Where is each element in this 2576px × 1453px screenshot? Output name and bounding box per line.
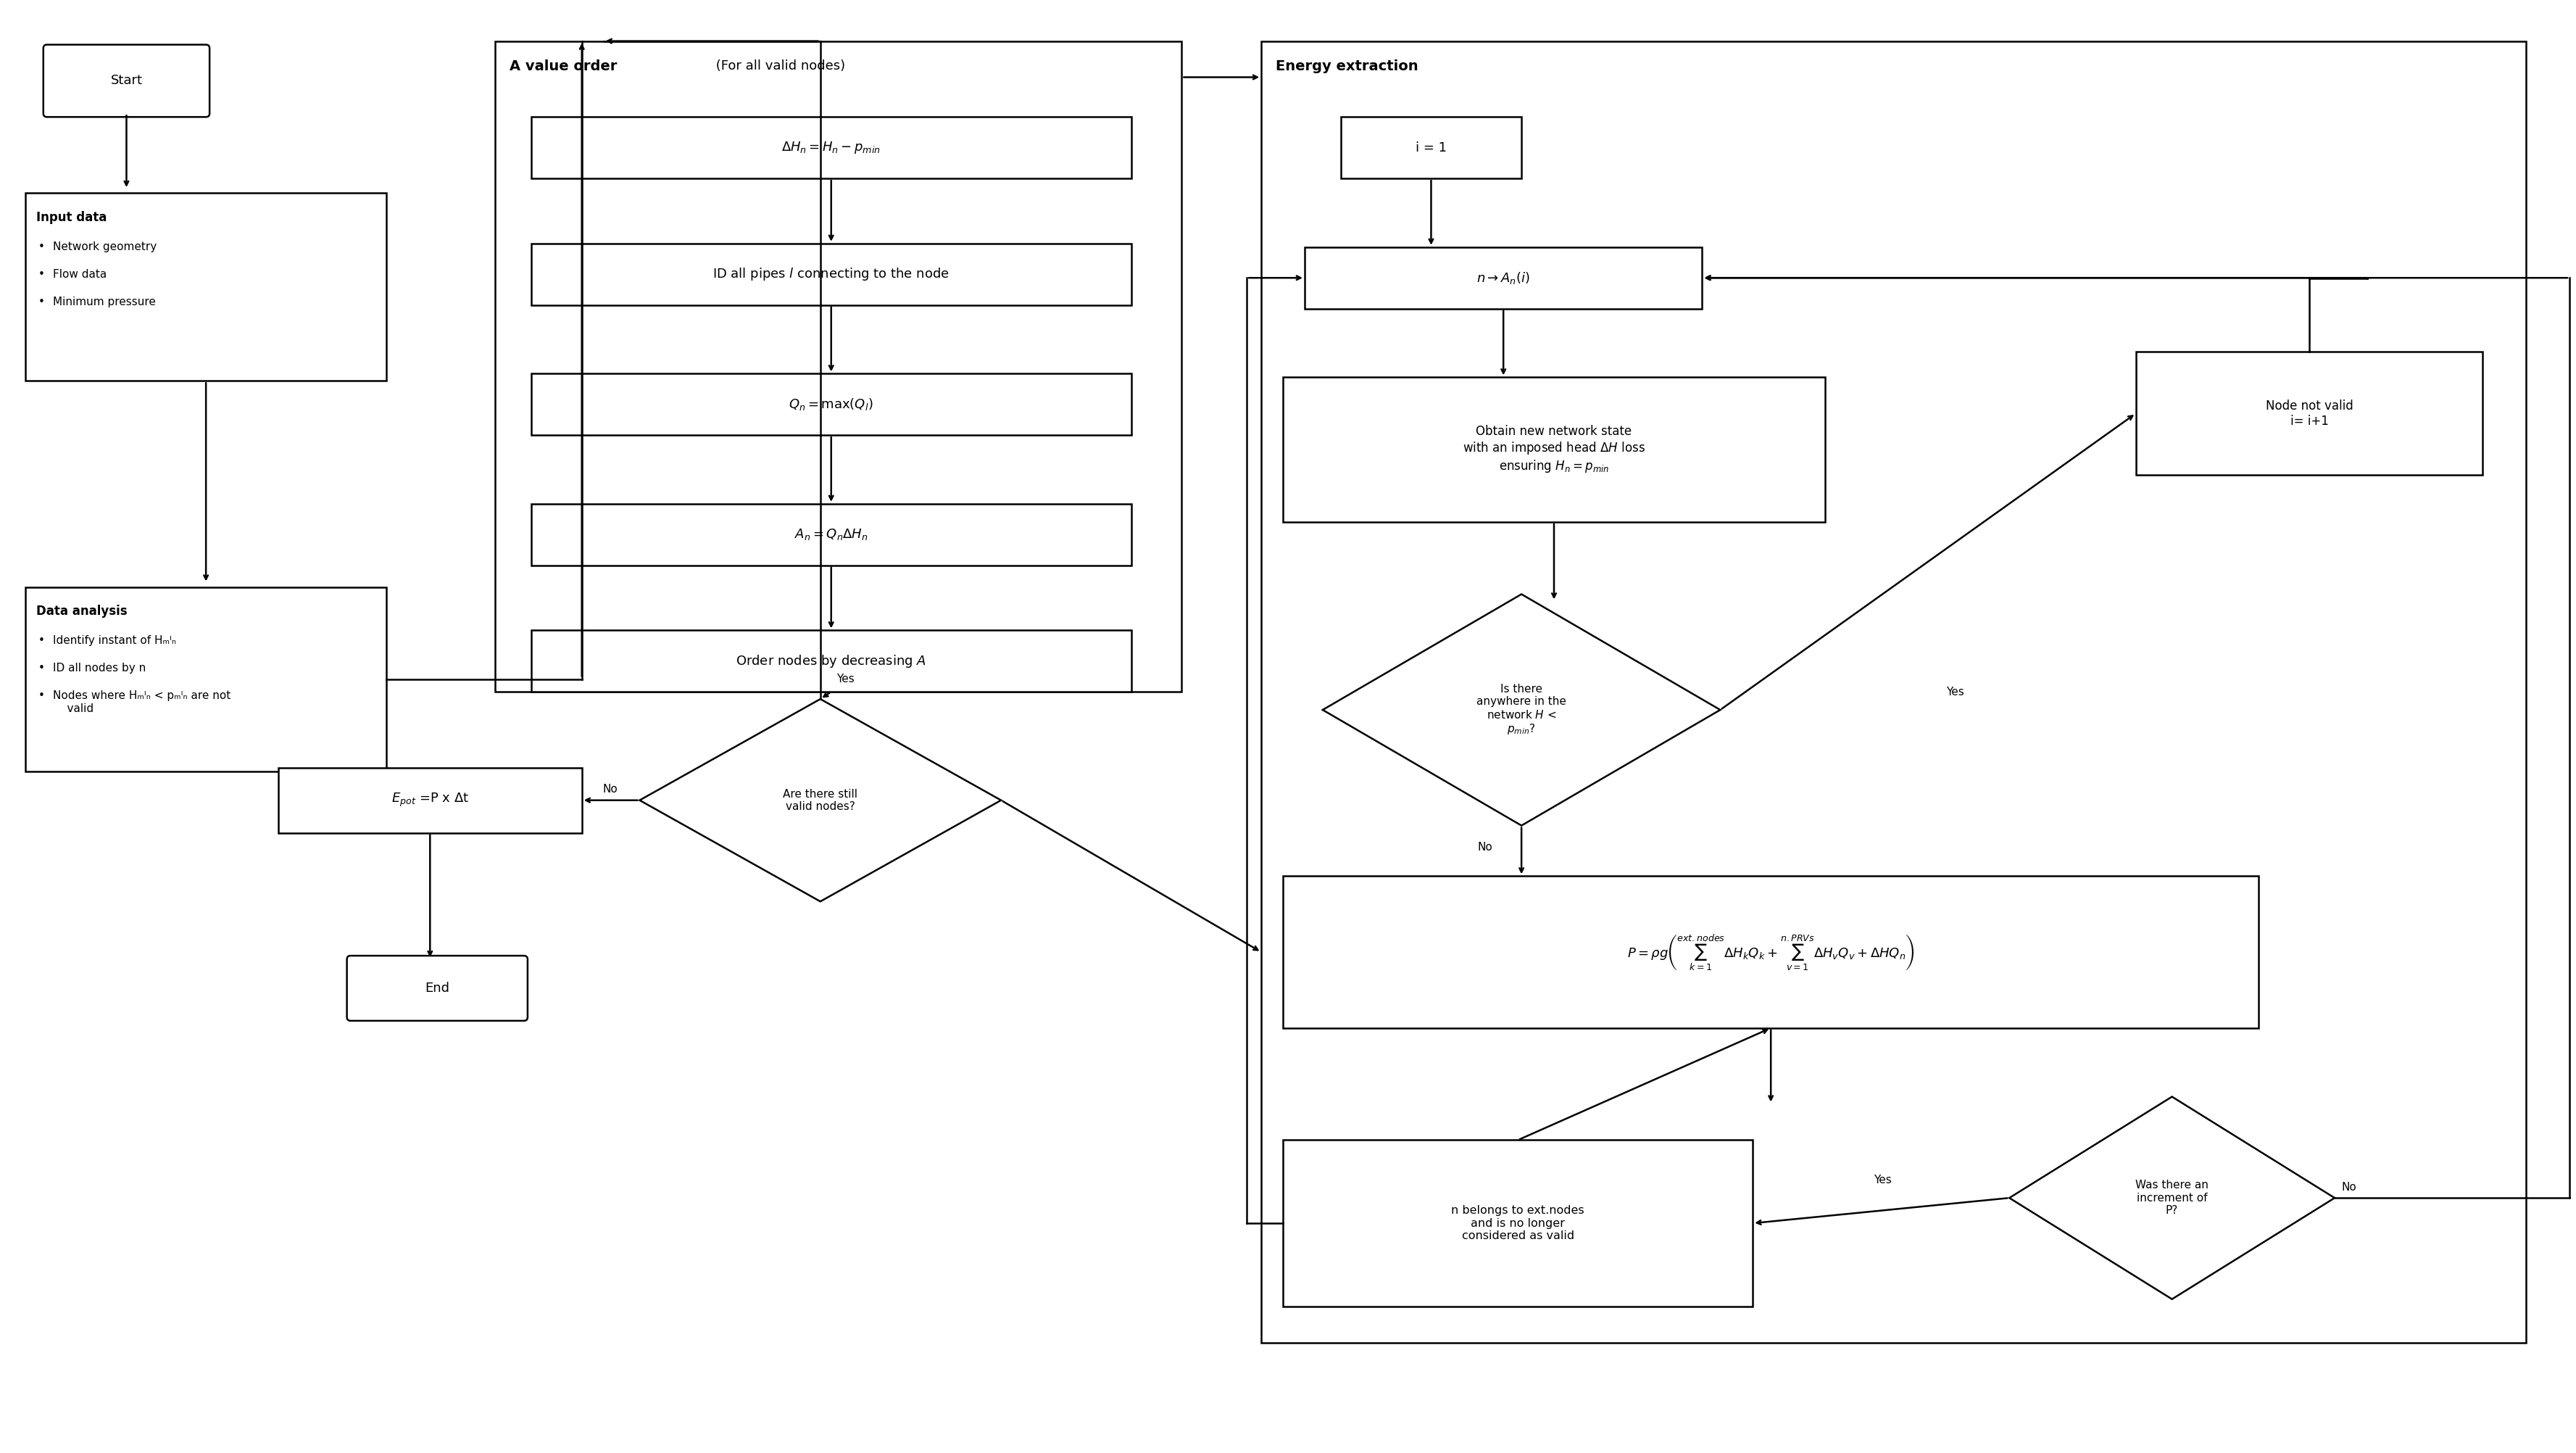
Text: n belongs to ext.nodes
and is no longer
considered as valid: n belongs to ext.nodes and is no longer …: [1450, 1205, 1584, 1241]
FancyBboxPatch shape: [26, 587, 386, 772]
FancyBboxPatch shape: [531, 504, 1131, 565]
FancyBboxPatch shape: [1283, 876, 2259, 1029]
Text: Energy extraction: Energy extraction: [1275, 60, 1419, 73]
FancyBboxPatch shape: [1283, 1141, 1752, 1306]
Text: Obtain new network state
with an imposed head $\Delta H$ loss
ensuring $H_n = p_: Obtain new network state with an imposed…: [1463, 424, 1646, 474]
FancyBboxPatch shape: [1283, 378, 1824, 522]
Text: •: •: [39, 663, 44, 674]
Text: i = 1: i = 1: [1417, 141, 1448, 154]
Text: Was there an
increment of
P?: Was there an increment of P?: [2136, 1180, 2208, 1216]
Polygon shape: [1321, 594, 1721, 825]
Text: Nodes where Hₘᴵₙ < pₘᴵₙ are not
    valid: Nodes where Hₘᴵₙ < pₘᴵₙ are not valid: [52, 690, 229, 713]
Text: ID all pipes $l$ connecting to the node: ID all pipes $l$ connecting to the node: [714, 266, 951, 282]
FancyBboxPatch shape: [348, 956, 528, 1021]
FancyBboxPatch shape: [531, 244, 1131, 305]
FancyBboxPatch shape: [44, 45, 209, 118]
FancyBboxPatch shape: [531, 118, 1131, 179]
Text: Flow data: Flow data: [52, 269, 106, 279]
Text: •: •: [39, 690, 44, 702]
Polygon shape: [2009, 1097, 2334, 1299]
FancyBboxPatch shape: [278, 767, 582, 833]
Text: •: •: [39, 241, 44, 253]
Text: Are there still
valid nodes?: Are there still valid nodes?: [783, 789, 858, 812]
FancyBboxPatch shape: [1262, 41, 2527, 1343]
Text: $A_n = Q_n\Delta H_n$: $A_n = Q_n\Delta H_n$: [793, 527, 868, 542]
Text: Order nodes by decreasing $A$: Order nodes by decreasing $A$: [737, 652, 927, 668]
Text: •: •: [39, 269, 44, 279]
Text: No: No: [603, 785, 618, 795]
Text: $Q_n = \max(Q_l)$: $Q_n = \max(Q_l)$: [788, 397, 873, 413]
Text: ID all nodes by n: ID all nodes by n: [52, 663, 147, 674]
Text: Is there
anywhere in the
network $H$ <
$p_{min}$?: Is there anywhere in the network $H$ < $…: [1476, 683, 1566, 737]
Text: $n \rightarrow A_n(i)$: $n \rightarrow A_n(i)$: [1476, 270, 1530, 285]
Polygon shape: [639, 699, 1002, 901]
Text: (For all valid nodes): (For all valid nodes): [711, 60, 845, 73]
Text: $E_{pot}$ =P x $\Delta$t: $E_{pot}$ =P x $\Delta$t: [392, 792, 469, 809]
FancyBboxPatch shape: [1340, 118, 1522, 179]
Text: Yes: Yes: [837, 674, 855, 684]
Text: Identify instant of Hₘᴵₙ: Identify instant of Hₘᴵₙ: [52, 635, 175, 647]
Text: End: End: [425, 982, 451, 995]
Text: Yes: Yes: [1873, 1174, 1891, 1186]
FancyBboxPatch shape: [2136, 352, 2483, 475]
FancyBboxPatch shape: [495, 41, 1182, 692]
Text: Start: Start: [111, 74, 142, 87]
Text: Yes: Yes: [1947, 686, 1963, 697]
Text: Network geometry: Network geometry: [52, 241, 157, 253]
FancyBboxPatch shape: [1303, 247, 1703, 308]
Text: A value order: A value order: [510, 60, 618, 73]
Text: No: No: [1479, 841, 1494, 853]
Text: •: •: [39, 296, 44, 307]
FancyBboxPatch shape: [531, 631, 1131, 692]
Text: Node not valid
i= i+1: Node not valid i= i+1: [2264, 400, 2352, 427]
Text: Input data: Input data: [36, 211, 106, 224]
Text: Data analysis: Data analysis: [36, 604, 126, 618]
Text: •: •: [39, 635, 44, 647]
FancyBboxPatch shape: [26, 193, 386, 381]
Text: No: No: [2342, 1181, 2357, 1193]
Text: $P = \rho g\left(\sum_{k=1}^{ext.nodes} \Delta H_k Q_k + \sum_{v=1}^{n.PRVs} \De: $P = \rho g\left(\sum_{k=1}^{ext.nodes} …: [1628, 933, 1914, 972]
FancyBboxPatch shape: [531, 373, 1131, 434]
Text: Minimum pressure: Minimum pressure: [52, 296, 155, 307]
Text: $\Delta H_n= H_n - p_{min}$: $\Delta H_n= H_n - p_{min}$: [781, 139, 881, 155]
